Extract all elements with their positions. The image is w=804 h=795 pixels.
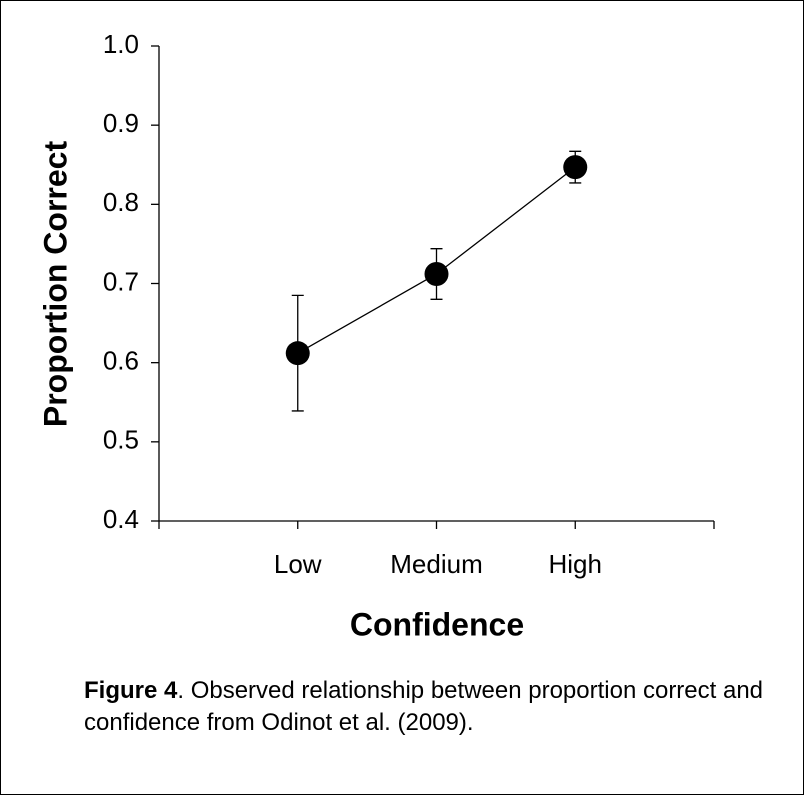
x-tick-label: High (549, 549, 602, 579)
x-tick-label: Medium (390, 549, 482, 579)
y-tick-label: 1.0 (103, 29, 139, 59)
caption: Figure 4. Observed relationship between … (84, 675, 774, 739)
y-tick-label: 0.5 (103, 425, 139, 455)
x-tick-label: Low (274, 549, 322, 579)
data-point (285, 341, 310, 366)
y-tick-label: 0.8 (103, 187, 139, 217)
y-tick-label: 0.4 (103, 504, 139, 534)
caption-text: . Observed relationship between proporti… (84, 677, 764, 736)
y-tick-label: 0.9 (103, 108, 139, 138)
y-axis-label: Proportion Correct (37, 141, 73, 428)
data-point (563, 155, 588, 180)
x-axis-label: Confidence (350, 606, 524, 642)
y-tick-label: 0.7 (103, 266, 139, 296)
y-tick-label: 0.6 (103, 346, 139, 376)
caption-label: Figure 4 (84, 677, 178, 704)
data-point (424, 262, 449, 286)
